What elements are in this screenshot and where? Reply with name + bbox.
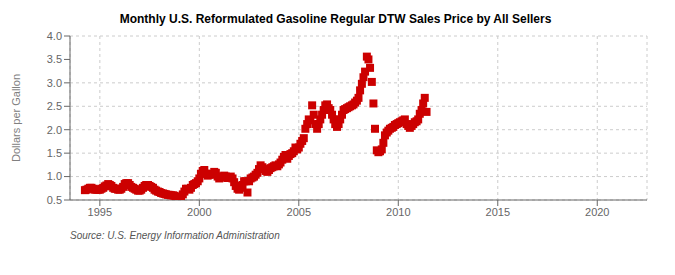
html-text:Monthly U.S. Reformulated Gaso: Monthly U.S. Reformulated Gasoline Regul… <box>119 12 552 26</box>
svg-text:2020: 2020 <box>585 206 609 218</box>
svg-text:2010: 2010 <box>386 206 410 218</box>
svg-text:2015: 2015 <box>486 206 510 218</box>
svg-text:2000: 2000 <box>187 206 211 218</box>
svg-text:0.5: 0.5 <box>47 194 62 206</box>
html-text:Source: U.S. Energy Informatio: Source: U.S. Energy Information Administ… <box>70 230 280 241</box>
svg-text:4.0: 4.0 <box>47 30 62 42</box>
svg-text:Dollars per Gallon: Dollars per Gallon <box>10 74 22 162</box>
svg-text:2005: 2005 <box>287 206 311 218</box>
svg-text:3.0: 3.0 <box>47 77 62 89</box>
svg-text:1.0: 1.0 <box>47 170 62 182</box>
svg-text:1.5: 1.5 <box>47 147 62 159</box>
svg-text:3.5: 3.5 <box>47 53 62 65</box>
svg-text:1995: 1995 <box>88 206 112 218</box>
svg-text:2.5: 2.5 <box>47 100 62 112</box>
svg-text:2.0: 2.0 <box>47 124 62 136</box>
